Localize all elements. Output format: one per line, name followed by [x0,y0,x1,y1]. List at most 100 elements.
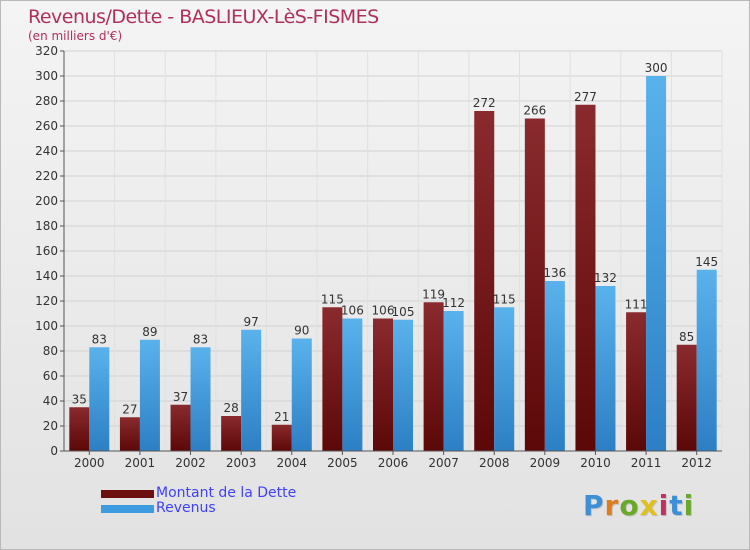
legend-item-revenus: Revenus [101,500,341,517]
data-label-dette-2003: 28 [224,401,239,415]
bar-revenus-2005 [342,318,363,451]
x-tick-label-2005: 2005 [327,456,358,470]
logo-letter: P [583,489,605,522]
x-tick-label-2003: 2003 [226,456,257,470]
bar-revenus-2008 [494,307,515,451]
logo-letter: i [658,489,670,522]
y-tick-label-300: 300 [35,69,58,83]
y-tick-label-180: 180 [35,219,58,233]
y-tick-label-80: 80 [43,344,58,358]
bar-dette-2004 [271,424,292,451]
logo-letter: r [604,489,620,522]
y-tick-label-60: 60 [43,369,58,383]
x-tick-label-2009: 2009 [530,456,561,470]
data-label-revenus-2012: 145 [695,255,718,269]
data-label-revenus-2001: 89 [142,325,157,339]
bar-dette-2003 [221,416,242,451]
bar-revenus-2007 [443,311,464,451]
data-label-revenus-2008: 115 [493,292,516,306]
y-tick-label-40: 40 [43,394,58,408]
bar-revenus-2004 [291,338,312,451]
data-label-dette-2005: 115 [321,292,344,306]
proxiti-logo: Proxiti [583,489,694,522]
y-tick-label-140: 140 [35,269,58,283]
data-label-revenus-2006: 105 [392,305,415,319]
x-tick-label-2007: 2007 [428,456,459,470]
bar-dette-2011 [626,312,647,451]
data-label-dette-2002: 37 [173,390,188,404]
y-tick-label-20: 20 [43,419,58,433]
data-label-dette-2009: 266 [523,104,546,118]
bar-dette-2007 [423,302,444,451]
x-tick-label-2011: 2011 [631,456,662,470]
x-tick-label-2010: 2010 [580,456,611,470]
bar-revenus-2009 [544,281,565,451]
y-tick-label-220: 220 [35,169,58,183]
data-label-dette-2008: 272 [473,96,496,110]
chart-subtitle: (en milliers d'€) [28,29,123,43]
data-label-revenus-2000: 83 [92,332,107,346]
x-tick-label-2000: 2000 [74,456,105,470]
data-label-dette-2010: 277 [574,90,597,104]
x-tick-label-2001: 2001 [125,456,156,470]
bar-dette-2010 [575,104,596,451]
x-tick-label-2008: 2008 [479,456,510,470]
bar-dette-2002 [170,404,191,451]
bar-dette-2012 [676,344,697,451]
data-label-dette-2001: 27 [122,402,137,416]
bar-dette-2009 [524,118,545,451]
data-label-revenus-2011: 300 [645,61,668,75]
data-label-dette-2007: 119 [422,287,445,301]
bar-dette-2000 [69,407,90,451]
x-tick-label-2002: 2002 [175,456,206,470]
data-label-revenus-2002: 83 [193,332,208,346]
y-tick-label-320: 320 [35,44,58,58]
y-tick-label-0: 0 [50,444,58,458]
logo-letter: x [639,489,659,522]
data-label-revenus-2010: 132 [594,271,617,285]
chart-legend: Montant de la Dette Revenus [101,485,341,517]
y-tick-label-280: 280 [35,94,58,108]
y-tick-label-260: 260 [35,119,58,133]
bar-revenus-2011 [646,76,667,451]
bar-revenus-2012 [696,269,717,451]
legend-swatch-dette [101,490,154,498]
bar-revenus-2010 [595,286,616,451]
legend-item-dette: Montant de la Dette [101,485,341,502]
data-label-dette-2006: 106 [372,304,395,318]
data-label-dette-2000: 35 [72,392,87,406]
bar-revenus-2001 [139,339,160,451]
x-tick-label-2012: 2012 [681,456,712,470]
y-tick-label-100: 100 [35,319,58,333]
data-label-dette-2011: 111 [625,297,648,311]
data-label-revenus-2003: 97 [244,315,259,329]
chart-title: Revenus/Dette - BASLIEUX-LèS-FISMES [28,6,379,28]
logo-letter: t [669,489,684,522]
y-tick-label-120: 120 [35,294,58,308]
bar-dette-2001 [119,417,140,451]
x-tick-label-2006: 2006 [378,456,409,470]
bar-dette-2005 [322,307,343,451]
bar-dette-2008 [474,111,495,451]
data-label-revenus-2004: 90 [294,324,309,338]
data-label-revenus-2005: 106 [341,304,364,318]
y-tick-label-200: 200 [35,194,58,208]
logo-letter: i [683,489,695,522]
bar-revenus-2002 [190,347,211,451]
bar-revenus-2006 [393,319,413,451]
data-label-revenus-2007: 112 [442,296,465,310]
data-label-dette-2004: 21 [274,410,289,424]
x-tick-label-2004: 2004 [276,456,307,470]
logo-letter: o [619,489,640,522]
legend-label-revenus: Revenus [156,500,216,516]
legend-label-dette: Montant de la Dette [156,485,297,501]
bar-revenus-2000 [89,347,110,451]
legend-swatch-revenus [101,505,154,513]
data-label-revenus-2009: 136 [543,266,566,280]
bar-dette-2006 [373,318,393,451]
y-tick-label-160: 160 [35,244,58,258]
data-label-dette-2012: 85 [679,330,694,344]
bar-revenus-2003 [241,329,262,451]
